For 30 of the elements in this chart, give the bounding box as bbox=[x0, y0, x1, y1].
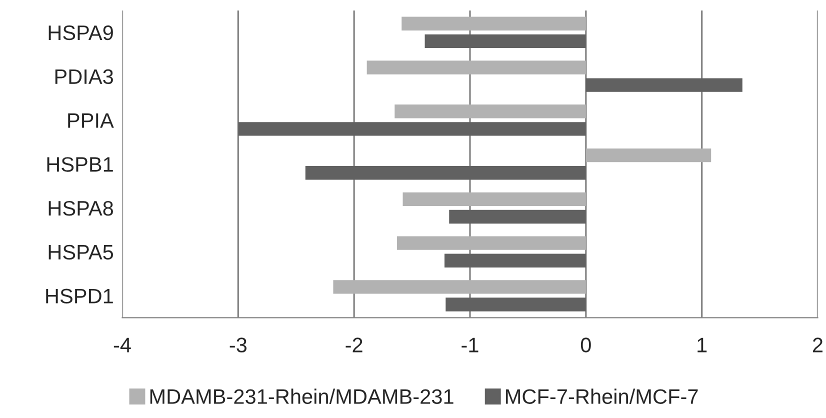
bar bbox=[305, 166, 586, 180]
x-tick-label: 2 bbox=[812, 338, 822, 352]
x-tick-label: -1 bbox=[462, 338, 478, 352]
y-tick-label: HSPA8 bbox=[48, 200, 114, 216]
bar bbox=[333, 280, 586, 294]
bar bbox=[394, 104, 586, 118]
bar bbox=[444, 254, 586, 268]
legend-label: MDAMB-231-Rhein/MDAMB-231 bbox=[150, 388, 454, 404]
bar bbox=[586, 78, 742, 92]
y-tick-label: PPIA bbox=[68, 113, 114, 128]
x-tick-label: -2 bbox=[346, 338, 362, 352]
bar bbox=[402, 192, 586, 206]
bar bbox=[238, 122, 586, 136]
x-tick-label: 0 bbox=[580, 338, 591, 352]
y-tick-label: HSPA5 bbox=[48, 244, 114, 260]
bar bbox=[586, 148, 712, 162]
bar bbox=[424, 34, 586, 48]
y-tick-label: HSPA9 bbox=[48, 25, 113, 40]
legend-label: MCF-7-Rhein/MCF-7 bbox=[506, 388, 698, 404]
bar bbox=[396, 236, 586, 250]
bar bbox=[402, 16, 586, 30]
bar bbox=[446, 298, 586, 312]
x-tick-label: -3 bbox=[230, 338, 247, 352]
bar bbox=[366, 60, 586, 74]
y-tick-label: HSPB1 bbox=[47, 157, 113, 172]
bar bbox=[449, 210, 586, 224]
y-tick-label: PDIA3 bbox=[55, 69, 113, 84]
x-tick-label: -4 bbox=[114, 338, 131, 352]
x-tick-label: 1 bbox=[698, 338, 707, 352]
y-tick-label: HSPD1 bbox=[46, 288, 113, 304]
